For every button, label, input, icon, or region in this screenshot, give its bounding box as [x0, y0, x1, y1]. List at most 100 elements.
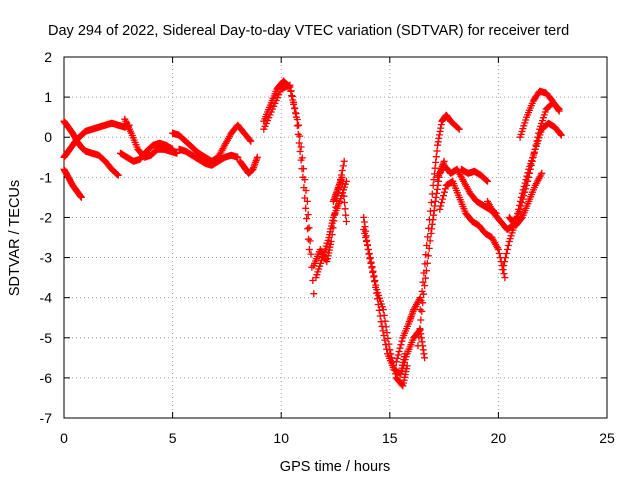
data-point — [291, 104, 299, 112]
data-point — [417, 316, 425, 324]
data-point — [438, 199, 446, 206]
data-point — [392, 358, 400, 366]
data-point — [557, 130, 564, 138]
data-point — [503, 246, 511, 253]
data-point — [373, 295, 381, 303]
data-point — [382, 341, 390, 349]
data-point — [421, 282, 429, 290]
data-point — [394, 351, 402, 359]
data-point — [557, 131, 565, 139]
data-point — [555, 107, 563, 115]
data-point — [366, 255, 374, 263]
data-point — [440, 192, 447, 200]
data-point — [340, 192, 348, 200]
ticks: 0 5 10 15 20 25 -7 -6 -5 -4 -3 -2 -1 0 1 2 — [40, 49, 615, 446]
data-point — [114, 171, 122, 179]
data-point — [424, 233, 432, 241]
data-point — [304, 211, 312, 219]
data-point — [393, 354, 401, 362]
data-point — [77, 193, 85, 201]
data-point — [437, 202, 445, 210]
y-tick-label: -6 — [40, 370, 53, 386]
data-point — [379, 327, 387, 335]
data-point — [439, 195, 446, 203]
data-point — [397, 341, 405, 349]
data-point — [234, 153, 242, 161]
data-point — [398, 337, 406, 345]
data-point — [520, 183, 528, 190]
data-point — [494, 246, 502, 253]
data-point — [169, 145, 177, 153]
data-point — [327, 238, 335, 245]
data-point — [295, 121, 303, 129]
data-point — [113, 171, 121, 178]
data-point — [441, 185, 449, 193]
x-tick-label: 10 — [273, 430, 289, 446]
data-point — [500, 270, 508, 278]
data-point — [369, 269, 377, 276]
y-tick-label: -2 — [40, 209, 53, 225]
data-point — [303, 197, 311, 205]
data-point — [377, 318, 385, 326]
data-point — [339, 186, 347, 194]
data-point — [339, 180, 347, 188]
data-point — [521, 179, 529, 187]
data-point — [501, 274, 509, 282]
data-point — [421, 354, 429, 362]
data-point — [554, 106, 562, 114]
data-point — [342, 211, 350, 219]
data-point — [495, 250, 503, 257]
data-point — [307, 250, 315, 258]
data-point — [297, 143, 305, 151]
data-point — [440, 188, 448, 196]
data-point — [516, 201, 523, 209]
data-point — [286, 81, 294, 89]
x-tick-label: 5 — [169, 430, 177, 446]
data-point — [416, 306, 424, 314]
data-point — [419, 278, 427, 286]
y-tick-label: -3 — [40, 250, 53, 266]
data-point — [519, 186, 527, 194]
data-point — [340, 157, 348, 165]
data-point — [290, 98, 298, 106]
data-point — [364, 246, 372, 253]
x-tick-label: 15 — [382, 430, 398, 446]
data-point — [500, 262, 508, 270]
data-point — [429, 216, 437, 224]
data-point — [514, 209, 522, 217]
data-point — [420, 290, 428, 298]
y-axis-label: SDTVAR / TECUs — [7, 180, 23, 296]
data-point — [422, 274, 429, 282]
data-point — [372, 283, 379, 291]
data-point — [300, 165, 307, 173]
data-point — [305, 224, 313, 232]
data-point — [306, 237, 314, 245]
data-point — [341, 199, 348, 206]
data-point — [420, 350, 428, 358]
data-point — [173, 149, 181, 157]
data-point — [338, 173, 346, 181]
data-point — [396, 344, 404, 352]
data-point — [373, 289, 380, 297]
data-point — [517, 193, 525, 201]
data-point — [395, 348, 403, 355]
data-point — [419, 299, 427, 307]
data-point — [378, 322, 386, 330]
y-tick-label: 2 — [44, 49, 52, 65]
data-point — [425, 244, 433, 252]
data-point — [296, 148, 304, 155]
y-tick-label: 0 — [44, 129, 52, 145]
data-point — [426, 237, 434, 245]
data-point — [367, 259, 375, 267]
data-point — [301, 176, 309, 184]
data-point — [483, 177, 491, 184]
data-point — [538, 169, 546, 177]
data-point — [305, 235, 312, 243]
x-tick-label: 0 — [60, 430, 68, 446]
data-point — [298, 154, 306, 162]
y-tick-label: -4 — [40, 290, 53, 306]
y-tick-label: 1 — [44, 89, 52, 105]
data-point — [504, 242, 512, 249]
data-point — [455, 125, 463, 133]
